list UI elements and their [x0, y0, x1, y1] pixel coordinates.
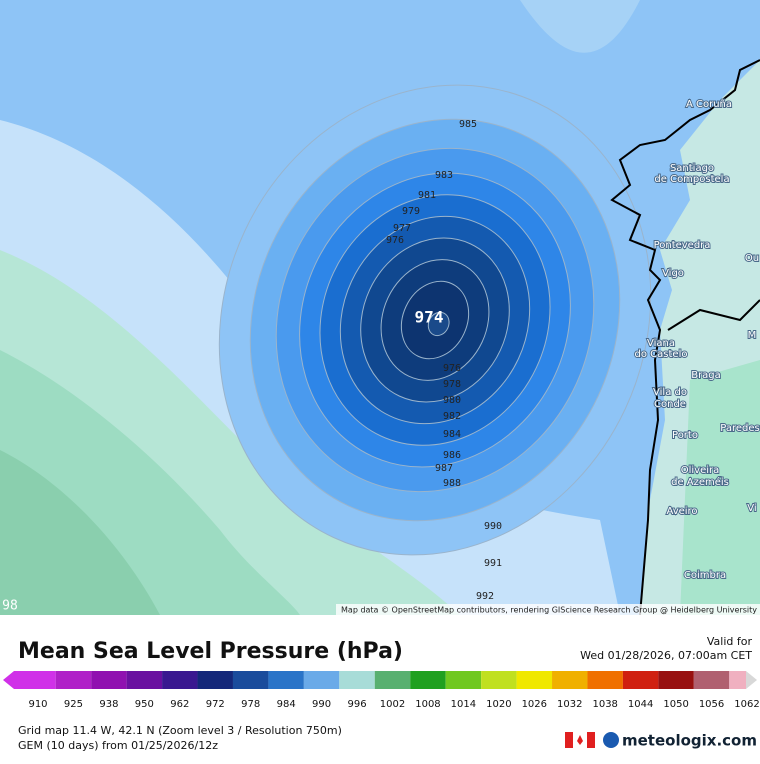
- city-label: Pontevedra: [654, 240, 711, 251]
- city-label: Viana: [647, 338, 675, 349]
- scale-swatch: [339, 671, 375, 689]
- scale-label: 990: [312, 699, 331, 710]
- city-label: M: [748, 330, 757, 341]
- scale-swatch: [445, 671, 482, 689]
- scale-swatch: [232, 671, 269, 689]
- valid-label: Valid for: [707, 635, 753, 648]
- scale-label: 1020: [486, 699, 511, 710]
- scale-label: 1038: [592, 699, 617, 710]
- scale-arrow-right: [746, 671, 757, 689]
- scale-swatch: [303, 671, 340, 689]
- scale-swatch: [658, 671, 694, 689]
- scale-label: 962: [170, 699, 189, 710]
- model-info: GEM (10 days) from 01/25/2026/12z: [18, 739, 218, 752]
- contour-label: 976: [386, 235, 404, 246]
- scale-label: 1026: [522, 699, 547, 710]
- contour-label: 984: [443, 429, 461, 440]
- scale-label: 950: [135, 699, 154, 710]
- city-label: Vi: [747, 503, 756, 514]
- city-label: A Coruña: [686, 99, 732, 110]
- scale-swatch: [552, 671, 588, 689]
- city-label: de Compostela: [654, 174, 729, 185]
- contour-label: 979: [402, 206, 420, 217]
- scale-swatch: [55, 671, 92, 689]
- scale-swatch: [374, 671, 411, 689]
- contour-label: 987: [435, 463, 453, 474]
- contour-label: 988: [443, 478, 461, 489]
- city-label: Coimbra: [684, 570, 726, 581]
- scale-label: 1050: [663, 699, 688, 710]
- city-label: Vigo: [662, 268, 684, 279]
- city-label: Braga: [691, 370, 721, 381]
- contour-label: 983: [435, 170, 453, 181]
- scale-swatch: [622, 671, 659, 689]
- scale-swatch: [516, 671, 553, 689]
- scale-swatch: [729, 671, 746, 689]
- city-label: Porto: [672, 430, 698, 441]
- brand-icon: [603, 732, 619, 748]
- brand: meteologix.com: [622, 732, 757, 750]
- valid-time: Wed 01/28/2026, 07:00am CET: [580, 649, 752, 662]
- contour-label: 977: [393, 223, 411, 234]
- city-label: Ou: [745, 253, 759, 264]
- contour-label: 981: [418, 190, 436, 201]
- city-label: Aveiro: [666, 506, 697, 517]
- scale-label: 1008: [415, 699, 440, 710]
- scale-label: 972: [206, 699, 225, 710]
- scale-label: 1044: [628, 699, 653, 710]
- scale-label: 978: [241, 699, 260, 710]
- city-label: Vila do: [653, 387, 687, 398]
- flag: [565, 732, 595, 748]
- scale-swatch: [14, 671, 56, 689]
- legend-title: Mean Sea Level Pressure (hPa): [18, 639, 403, 664]
- scale-label: 925: [64, 699, 83, 710]
- scale-arrow-left: [3, 671, 14, 689]
- contour-label: 980: [443, 395, 461, 406]
- contour-label: 974: [415, 308, 444, 327]
- scale-swatch: [410, 671, 446, 689]
- scale-label: 996: [348, 699, 367, 710]
- scale-label: 938: [99, 699, 118, 710]
- scale-swatch: [197, 671, 233, 689]
- scale-label: 984: [277, 699, 296, 710]
- attribution: Map data © OpenStreetMap contributors, r…: [341, 606, 757, 615]
- contour-label: 992: [476, 591, 494, 602]
- scale-swatch: [268, 671, 304, 689]
- scale-swatch: [91, 671, 127, 689]
- city-label: Santiago: [670, 163, 714, 174]
- contour-label: 976: [443, 363, 461, 374]
- contour-label: 98: [2, 599, 18, 614]
- scale-label: 1002: [380, 699, 405, 710]
- scale-swatch: [126, 671, 163, 689]
- contour-label: 982: [443, 411, 461, 422]
- scale-label: 1014: [451, 699, 476, 710]
- contour-label: 990: [484, 521, 502, 532]
- contour-label: 978: [443, 379, 461, 390]
- scale-label: 1032: [557, 699, 582, 710]
- scale-swatch: [481, 671, 517, 689]
- scale-swatch: [693, 671, 730, 689]
- contour-label: 986: [443, 450, 461, 461]
- scale-swatch: [587, 671, 623, 689]
- grid-info: Grid map 11.4 W, 42.1 N (Zoom level 3 / …: [18, 724, 342, 737]
- city-label: Conde: [654, 399, 686, 410]
- scale-label: 1056: [699, 699, 724, 710]
- city-label: do Castelo: [635, 349, 688, 360]
- contour-label: 985: [459, 119, 477, 130]
- scale-swatch: [162, 671, 198, 689]
- city-label: Oliveira: [681, 465, 720, 476]
- city-label: Paredes: [720, 423, 759, 434]
- map: 9859839819799779769749769789809829849869…: [0, 0, 760, 615]
- city-label: de Azeméis: [671, 476, 729, 488]
- contour-label: 991: [484, 558, 502, 569]
- scale-label: 1062: [734, 699, 759, 710]
- scale-label: 910: [28, 699, 47, 710]
